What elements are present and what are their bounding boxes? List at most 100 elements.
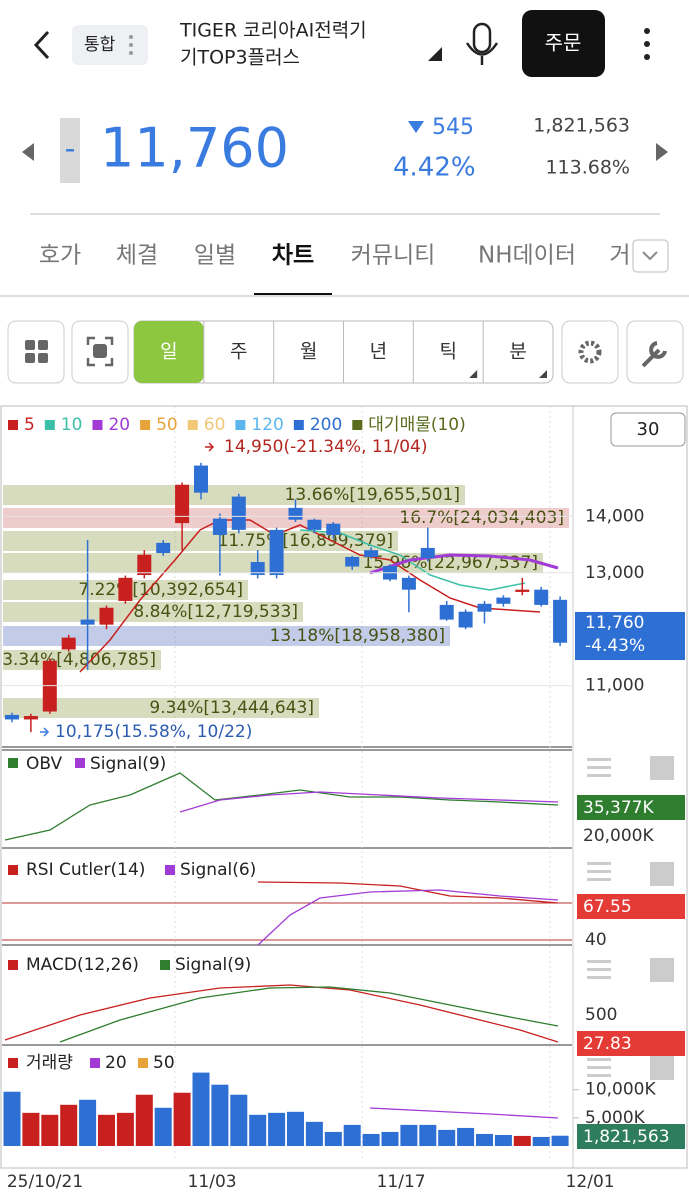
chart-frame (0, 405, 688, 1169)
candle-body (534, 589, 549, 605)
legend-label: 60 (204, 415, 226, 435)
volume-bar (513, 1135, 531, 1146)
y-tick-label: 5,000K (585, 1108, 646, 1128)
settings-button[interactable] (561, 320, 619, 384)
volume-bar (154, 1107, 172, 1146)
candle-body (458, 611, 473, 628)
volume-profile-label: 16.7%[24,034,403] (399, 508, 564, 528)
legend-swatch (138, 1058, 148, 1068)
volume-bar (22, 1112, 40, 1146)
candle-body (250, 562, 265, 576)
tab[interactable]: 차트 (272, 243, 314, 269)
volume-value: 1,821,563 (583, 1127, 670, 1147)
mode-pill[interactable] (72, 25, 148, 65)
tab[interactable]: 커뮤니티 (351, 243, 436, 269)
volume-profile-label: 8.84%[12,719,533] (133, 602, 298, 622)
legend-label: 20 (108, 415, 130, 435)
tab[interactable]: 거 (609, 243, 630, 269)
panel-handles[interactable] (587, 756, 674, 1080)
tab[interactable]: NH데이터 (478, 243, 576, 269)
legend-swatch (165, 865, 175, 875)
candle-body (496, 597, 511, 604)
candle-body (401, 577, 416, 590)
ma-line (369, 553, 559, 575)
period-button[interactable]: 주 (230, 341, 247, 363)
back-button[interactable] (33, 30, 50, 60)
legend-swatch (160, 960, 170, 970)
order-label: 주문 (545, 31, 582, 55)
macd-tick: 500 (585, 1005, 617, 1025)
icon (86, 336, 114, 367)
legend-label: 20 (105, 1053, 127, 1073)
candle-body (61, 637, 76, 650)
icon (129, 51, 133, 55)
volume-bar (249, 1114, 267, 1146)
candle-body (137, 554, 152, 576)
volume-bar (116, 1112, 134, 1146)
legend-swatch (8, 865, 18, 875)
volume-profile-band (3, 602, 303, 622)
prev-arrow[interactable] (22, 143, 34, 161)
sign: - (65, 132, 76, 167)
obv-tick: 20,000K (583, 826, 654, 846)
last-price-box (575, 612, 685, 660)
candle-body (212, 518, 227, 535)
volume-profile-band (3, 508, 569, 528)
rsi-tick: 40 (585, 930, 607, 950)
icon (641, 341, 667, 368)
value-box (577, 795, 685, 820)
tab[interactable]: 체결 (116, 243, 158, 269)
volume-bar (305, 1121, 323, 1146)
legend-swatch (187, 420, 198, 430)
last-change: -4.43% (585, 636, 645, 656)
panel-separator (2, 746, 572, 1046)
period-button[interactable]: 일 (160, 341, 177, 363)
volume-bar (135, 1094, 153, 1146)
period-box[interactable] (610, 412, 686, 447)
volume-bar (551, 1135, 569, 1146)
ma-line (79, 519, 541, 673)
candle-body (156, 542, 171, 554)
legend-label: OBV (26, 754, 63, 774)
dropdown-icon[interactable] (428, 47, 442, 61)
tab-expand[interactable] (632, 239, 669, 273)
period-selected[interactable] (134, 321, 204, 383)
mic-button[interactable] (465, 22, 499, 65)
down-icon (408, 121, 424, 133)
change-pct: 4.42% (393, 153, 476, 183)
volume-bar (476, 1133, 493, 1146)
period-button[interactable]: 틱 (440, 341, 457, 363)
volume-bar (287, 1111, 304, 1146)
layout-button[interactable] (7, 320, 65, 384)
legend-swatch (352, 420, 363, 430)
volume-profile-label: 11.75%[16,899,379] (218, 531, 393, 551)
candle-body (118, 577, 133, 601)
tab[interactable]: 일별 (194, 243, 236, 269)
next-arrow[interactable] (656, 143, 668, 161)
order-button[interactable] (522, 10, 605, 77)
legend-swatch (8, 420, 18, 430)
volume-profile-band (3, 650, 161, 670)
volume-bar (98, 1114, 115, 1146)
x-tick-label: 11/17 (377, 1172, 426, 1192)
legend-swatch (75, 758, 85, 768)
period-button[interactable]: 년 (370, 341, 387, 363)
legend-swatch (235, 420, 246, 430)
legend-label: 200 (310, 415, 342, 435)
y-tick-label: 11,000 (585, 676, 644, 696)
icon (25, 340, 48, 363)
tab[interactable]: 호가 (39, 243, 81, 269)
volume-bar (192, 1072, 210, 1146)
candle-body (364, 550, 379, 557)
period-button[interactable]: 월 (300, 341, 317, 363)
more-button[interactable] (644, 28, 650, 60)
legend-swatch (92, 420, 103, 430)
candle-body (288, 507, 303, 520)
arrow (40, 727, 50, 737)
volume-bar (41, 1114, 59, 1146)
volume-bar (268, 1112, 286, 1146)
period-button[interactable]: 분 (509, 341, 526, 363)
volume-profile-band (3, 626, 450, 646)
volume-bar (79, 1099, 97, 1146)
